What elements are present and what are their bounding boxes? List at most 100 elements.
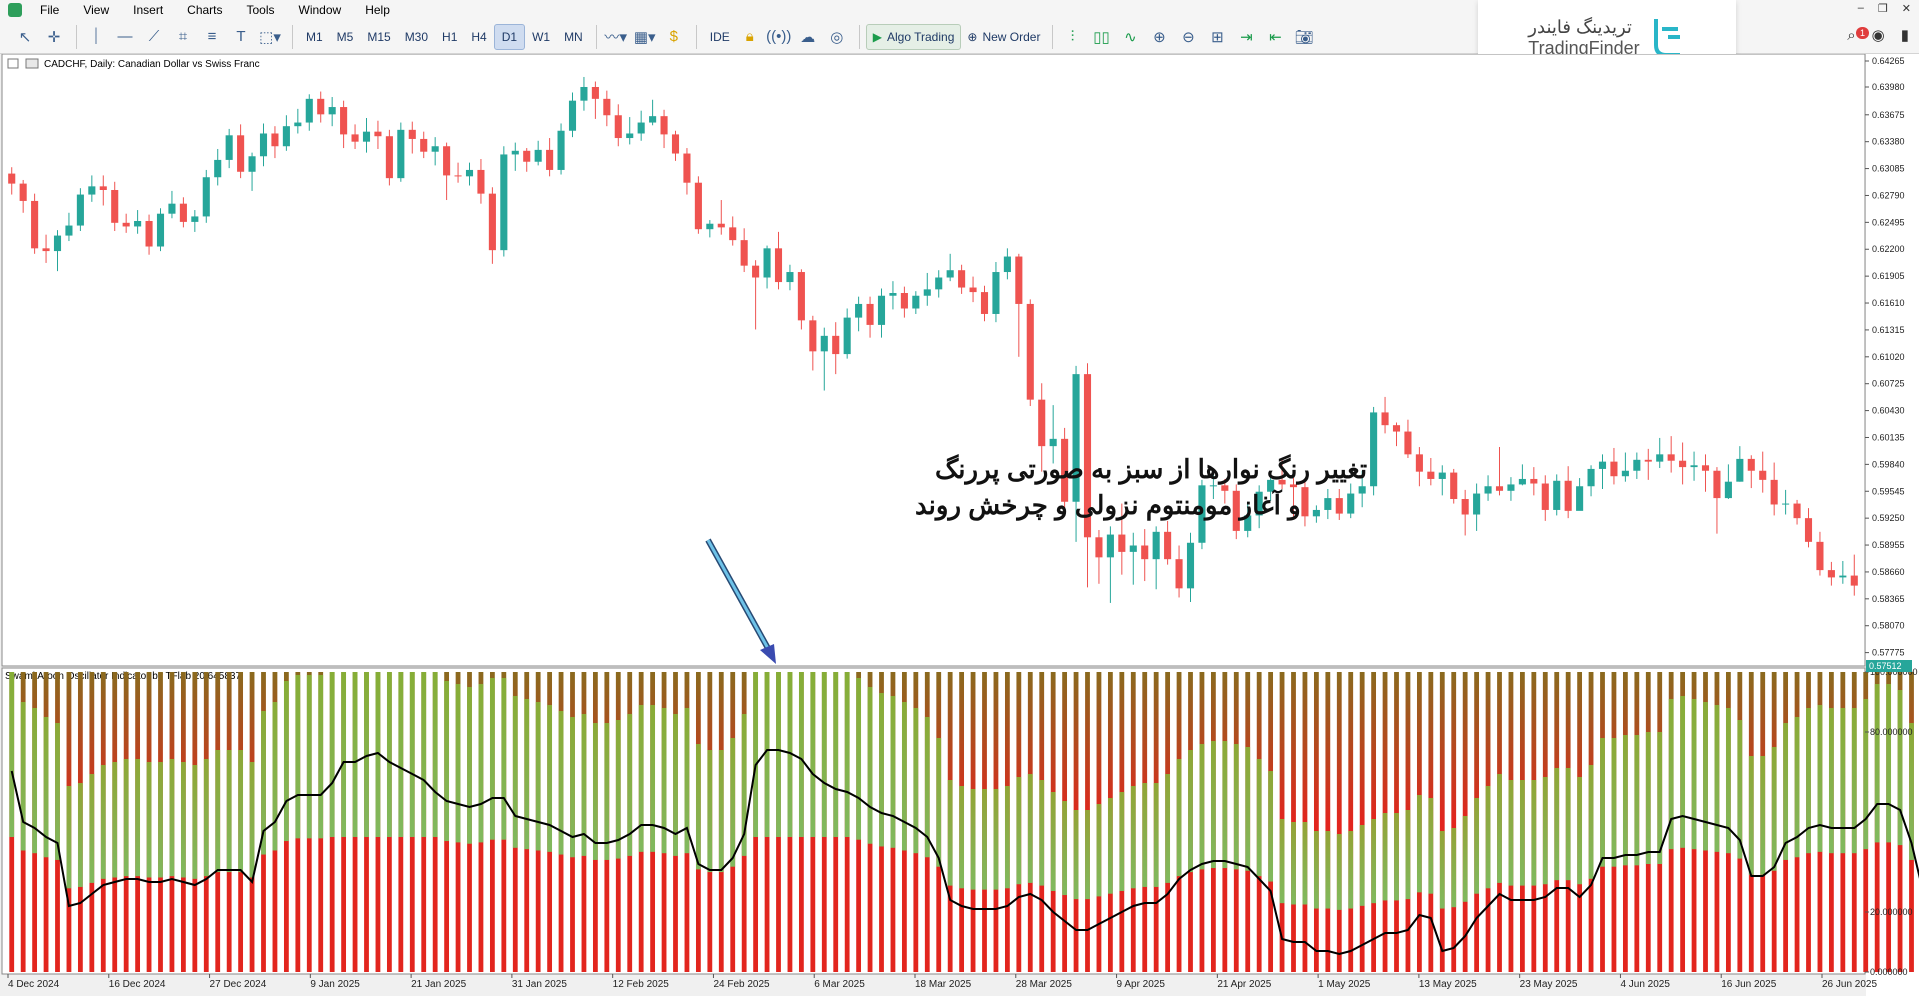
oscillator-bar-green (661, 708, 667, 854)
menu-tools[interactable]: Tools (246, 3, 275, 17)
chart-shift-icon[interactable]: ⇤ (1269, 28, 1282, 46)
candle-body (1507, 484, 1515, 491)
candle-body (958, 270, 966, 288)
grid-icon[interactable]: ⊞ (1211, 28, 1224, 46)
cloud-icon[interactable]: ☁ (800, 28, 816, 46)
oscillator-bar-green (1210, 741, 1216, 869)
candle-body (1553, 480, 1561, 510)
crosshair-icon[interactable]: ✛ (47, 28, 61, 46)
annotation-arrow (705, 538, 776, 664)
new-order-label: New Order (982, 29, 1041, 44)
candle-body (8, 173, 16, 184)
oscillator-bar-green (867, 687, 873, 844)
screenshot-icon[interactable]: 📷︎ (1294, 28, 1314, 46)
oscillator-bar-green (1714, 705, 1720, 852)
close-icon[interactable]: ✕ (1901, 3, 1911, 15)
menu-help[interactable]: Help (365, 3, 390, 17)
signal-strength-icon[interactable]: ▮ (1900, 27, 1909, 44)
timeframe-m1[interactable]: M1 (306, 29, 323, 44)
candle-body (1072, 374, 1080, 502)
chart-type-icon[interactable]: ▦▾ (633, 28, 656, 46)
timeframe-d1[interactable]: D1 (493, 23, 526, 50)
vertical-line-icon[interactable]: ⏐ (91, 28, 101, 45)
menu-charts[interactable]: Charts (187, 3, 223, 17)
objects-icon[interactable]: ⌗ (178, 28, 188, 45)
new-order-button[interactable]: ⊕ New Order (961, 24, 1046, 50)
date-tick-label: 23 May 2025 (1520, 979, 1578, 990)
oscillator-bar-green (833, 672, 839, 837)
channel-icon[interactable]: ≡ (207, 28, 217, 45)
oscillator-bar-green (1119, 792, 1125, 891)
candle-body (317, 98, 325, 115)
zoom-out-icon[interactable]: ⊖ (1182, 28, 1195, 46)
text-icon[interactable]: T (236, 28, 246, 45)
timeframe-mn[interactable]: MN (564, 29, 583, 44)
algo-trading-button[interactable]: ▶ Algo Trading (865, 23, 962, 50)
timeframe-m15[interactable]: M15 (367, 29, 391, 44)
autoscroll-icon[interactable]: ⇥ (1240, 28, 1253, 46)
notifications-icon[interactable]: ◉ (1871, 27, 1885, 44)
osc-tick-label: 80.000000 (1870, 727, 1913, 737)
oscillator-bar-green (1474, 798, 1480, 894)
trendline-icon[interactable]: ⟋ (148, 28, 160, 45)
chart-canvas[interactable]: CADCHF, Daily: Canadian Dollar vs Swiss … (0, 53, 1919, 996)
candle-body (992, 272, 1000, 314)
price-tick-label: 0.58070 (1872, 621, 1905, 631)
candle-body (1816, 541, 1824, 571)
menu-window[interactable]: Window (298, 3, 342, 17)
timeframe-h4[interactable]: H4 (471, 29, 487, 44)
chart-menu-icon[interactable] (7, 58, 19, 69)
date-tick-label: 4 Dec 2024 (8, 979, 60, 990)
candle-body (191, 216, 199, 222)
oscillator-bar-green (879, 693, 884, 847)
menu-file[interactable]: File (40, 3, 60, 17)
candle-body (557, 130, 565, 170)
minimize-icon[interactable]: – (1857, 2, 1864, 14)
indicators-icon[interactable]: 〰▾ (604, 29, 627, 46)
lock-icon[interactable]: 🔒︎ (745, 28, 754, 45)
oscillator-bar-green (753, 672, 759, 837)
oscillator-bar-green (1897, 690, 1903, 846)
line-chart-icon[interactable]: ∿ (1124, 28, 1137, 46)
oscillator-bar-green (810, 672, 816, 837)
oscillator-bar-green (1027, 774, 1033, 883)
oscillator-bar-green (20, 702, 26, 851)
candles-icon[interactable]: ▯▯ (1093, 28, 1110, 46)
timeframe-w1[interactable]: W1 (532, 29, 551, 44)
candle-body (1690, 465, 1698, 468)
timeframe-h1[interactable]: H1 (442, 29, 458, 44)
price-pane[interactable] (1, 53, 1866, 667)
search-icon[interactable]: ⌕ (1847, 26, 1856, 44)
oscillator-pane[interactable] (1, 667, 1866, 975)
oscillator-bar-green (100, 765, 106, 879)
candle-body (1358, 486, 1366, 494)
price-tick-label: 0.64265 (1872, 56, 1905, 66)
oscillator-bar-green (272, 702, 278, 851)
vps-icon[interactable]: ◎ (830, 28, 844, 46)
current-price-value: 0.57512 (1869, 661, 1902, 671)
current-price-tag (1866, 660, 1912, 672)
menu-view[interactable]: View (83, 3, 110, 17)
timeframe-m30[interactable]: M30 (404, 29, 429, 44)
oscillator-bar-green (821, 672, 827, 837)
timeframe-m5[interactable]: M5 (336, 29, 354, 44)
candle-body (259, 133, 268, 157)
oscillator-bar-green (1634, 735, 1640, 866)
signal-icon[interactable]: ((•)) (766, 28, 792, 45)
shapes-icon[interactable]: ⬚▾ (259, 28, 281, 46)
candle-body (1335, 498, 1343, 514)
cursor-icon[interactable]: ↖ (18, 28, 32, 46)
date-tick-label: 6 Mar 2025 (814, 979, 865, 990)
toolbar-divider (292, 24, 293, 49)
restore-icon[interactable]: ❐ (1877, 3, 1888, 15)
horizontal-line-icon[interactable]: — (117, 28, 133, 45)
oscillator-bar-green (535, 702, 541, 851)
bar-chart-icon[interactable]: ⫶ (1070, 28, 1075, 45)
oscillator-bar-green (1153, 783, 1159, 887)
ide-button[interactable]: IDE (709, 29, 730, 44)
chart-area[interactable]: CADCHF, Daily: Canadian Dollar vs Swiss … (0, 53, 1919, 996)
candle-body (99, 186, 107, 190)
menu-insert[interactable]: Insert (133, 3, 164, 17)
dollar-icon[interactable]: $ (669, 28, 678, 45)
zoom-in-icon[interactable]: ⊕ (1153, 28, 1166, 46)
